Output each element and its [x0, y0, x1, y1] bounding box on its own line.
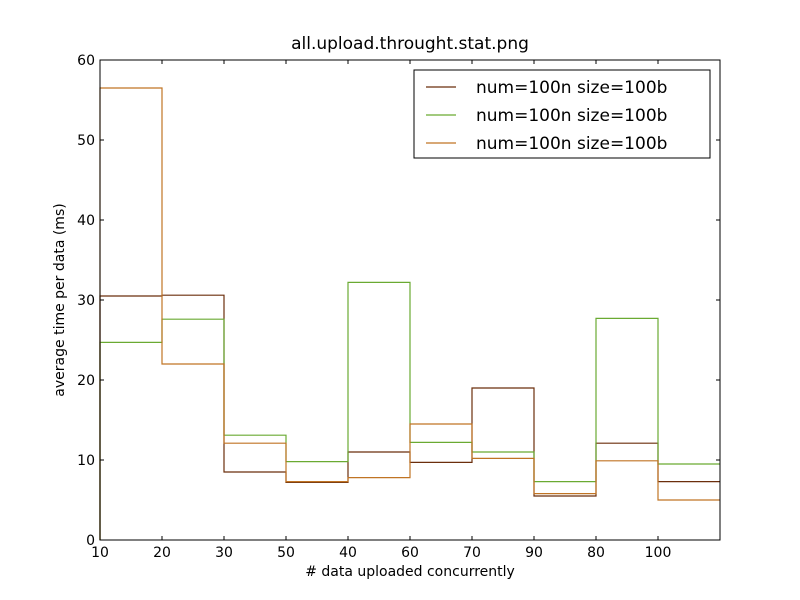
x-tick-label: 50 — [277, 545, 295, 561]
x-tick-label: 70 — [463, 545, 481, 561]
y-tick-label: 20 — [77, 373, 95, 389]
x-tick-label: 20 — [153, 545, 171, 561]
x-tick-label: 10 — [91, 545, 109, 561]
x-axis: 10 20 30 50 40 60 70 90 80 100 — [91, 60, 671, 561]
y-axis-label: average time per data (ms) — [52, 203, 68, 396]
y-axis: 0 10 20 30 40 50 60 — [77, 53, 720, 549]
x-tick-label: 80 — [587, 545, 605, 561]
chart-title: all.upload.throught.stat.png — [291, 34, 529, 54]
x-tick-label: 90 — [525, 545, 543, 561]
x-tick-label: 40 — [339, 545, 357, 561]
y-tick-label: 60 — [77, 53, 95, 69]
legend-box — [413, 69, 711, 159]
legend-label-1: num=100n size=100b — [476, 78, 667, 98]
y-tick-label: 50 — [77, 133, 95, 149]
y-tick-label: 40 — [77, 213, 95, 229]
x-tick-label: 60 — [401, 545, 419, 561]
x-tick-label: 30 — [215, 545, 233, 561]
series-layer — [99, 87, 720, 540]
y-tick-label: 30 — [77, 293, 95, 309]
series-line-2 — [99, 281, 720, 540]
legend: num=100n size=100b num=100n size=100b num=… — [413, 69, 711, 159]
x-axis-label: # data uploaded concurrently — [305, 564, 515, 580]
legend-label-3: num=100n size=100b — [476, 134, 667, 154]
legend-label-2: num=100n size=100b — [476, 106, 667, 126]
y-tick-label: 0 — [86, 533, 95, 549]
x-tick-label: 100 — [645, 545, 672, 561]
y-tick-label: 10 — [77, 453, 95, 469]
series-line-3 — [99, 87, 720, 540]
